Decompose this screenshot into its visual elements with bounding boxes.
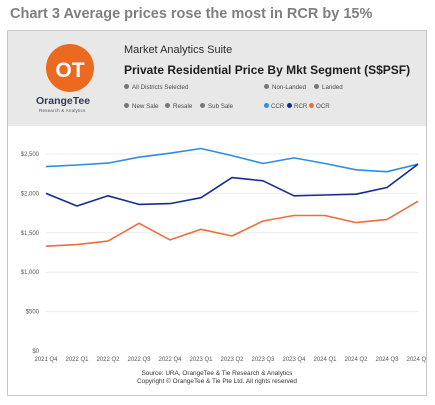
legend-dot-icon xyxy=(309,102,314,108)
legend-dot-icon xyxy=(287,102,292,108)
filter-non-landed[interactable]: Non-Landed xyxy=(264,83,306,91)
x-tick-label: 2021 Q4 xyxy=(34,357,58,363)
radio-dot-icon xyxy=(314,83,319,89)
radio-dot-icon xyxy=(124,83,129,89)
dashboard-header: OT OrangeTee Research & Analytics Market… xyxy=(8,31,426,126)
x-tick-label: 2023 Q3 xyxy=(251,357,275,363)
copyright-note: Copyright © OrangeTee & Tie Pte Ltd. All… xyxy=(137,378,297,385)
series-line-ocr xyxy=(45,200,419,247)
legend-item-ocr[interactable]: OCR xyxy=(309,102,330,110)
legend-item-ccr[interactable]: CCR xyxy=(264,102,284,110)
filter-sub-sale[interactable]: Sub Sale xyxy=(200,102,233,110)
x-tick-label: 2023 Q1 xyxy=(189,357,213,363)
filter-all-districts[interactable]: All Districts Selected xyxy=(124,83,188,91)
radio-dot-icon xyxy=(200,102,205,108)
x-tick-label: 2022 Q2 xyxy=(96,357,120,363)
x-tick-label: 2024 Q1 xyxy=(313,357,337,363)
suite-name: Market Analytics Suite xyxy=(124,44,233,56)
x-tick-label: 2022 Q1 xyxy=(65,357,89,363)
orangetee-logo-icon: OT xyxy=(46,44,94,92)
x-tick-label: 2024 Q3 xyxy=(375,357,399,363)
filter-landed[interactable]: Landed xyxy=(314,83,343,91)
series-line-ccr xyxy=(45,147,419,173)
legend-dot-icon xyxy=(264,102,269,108)
logo-subtitle: Research & Analytics xyxy=(39,108,86,113)
svg-text:OT: OT xyxy=(55,59,84,82)
x-tick-label: 2024 Q2 xyxy=(344,357,368,363)
legend-item-rcr[interactable]: RCR xyxy=(287,102,307,110)
x-tick-label: 2022 Q3 xyxy=(127,357,151,363)
y-tick-label: $1,500 xyxy=(21,231,40,237)
chart-caption: Chart 3 Average prices rose the most in … xyxy=(10,6,373,22)
x-tick-label: 2024 Q4 xyxy=(406,357,426,363)
radio-dot-icon xyxy=(124,102,129,108)
line-chart: $0 $500 $1,000 $1,500 $2,000 $2,500 2021 Q4 202… xyxy=(21,147,426,363)
y-tick-label: $2,500 xyxy=(21,152,40,158)
x-tick-label: 2023 Q4 xyxy=(282,357,306,363)
y-tick-label: $0 xyxy=(32,349,39,355)
dashboard-card: OT OrangeTee Research & Analytics Market… xyxy=(7,30,427,396)
logo-name: OrangeTee xyxy=(36,95,91,107)
filter-new-sale[interactable]: New Sale xyxy=(124,102,158,110)
series-line-rcr xyxy=(45,163,419,207)
source-note: Source: URA, OrangeTee & Tie Research & … xyxy=(141,370,293,377)
chart-title: Private Residential Price By Mkt Segment… xyxy=(124,63,411,77)
radio-dot-icon xyxy=(165,102,170,108)
radio-dot-icon xyxy=(264,83,269,89)
y-tick-label: $1,000 xyxy=(21,270,40,276)
filter-resale[interactable]: Resale xyxy=(165,102,192,110)
x-tick-label: 2022 Q4 xyxy=(158,357,182,363)
y-tick-label: $500 xyxy=(26,310,40,316)
y-tick-label: $2,000 xyxy=(21,191,40,197)
x-tick-label: 2023 Q2 xyxy=(220,357,244,363)
